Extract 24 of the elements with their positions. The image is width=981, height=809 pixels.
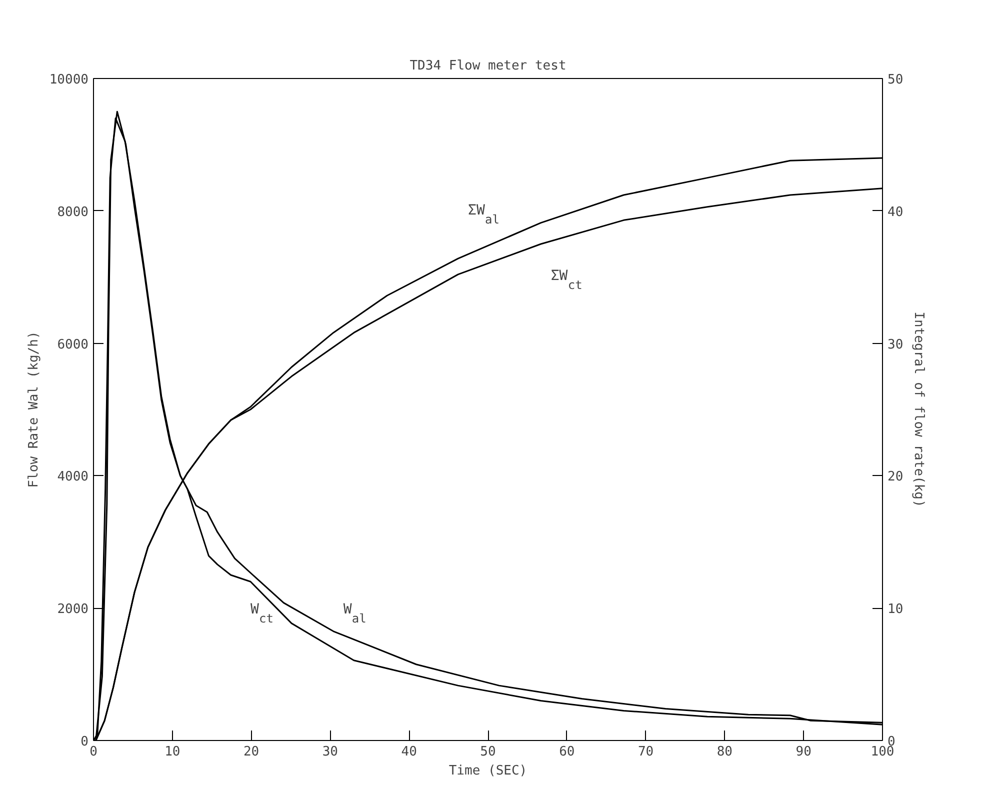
y2-tick-label: 20 [888, 470, 904, 485]
y2-axis-title: Integral of flow rate(kg) [911, 312, 926, 508]
y2-tick-label: 40 [888, 204, 904, 220]
y-tick-label: 6000 [57, 337, 89, 352]
y2-tick-label: 10 [888, 602, 904, 618]
y-axis-title: Flow Rate Wal (kg/h) [26, 331, 42, 488]
x-tick-label: 70 [638, 744, 654, 760]
x-tick-label: 50 [480, 744, 496, 760]
x-tick-label: 30 [322, 744, 338, 760]
y2-tick-label: 30 [888, 337, 904, 352]
y-tick-label: 2000 [57, 602, 89, 618]
x-tick-label: 10 [164, 744, 180, 760]
y2-tick-label: 50 [888, 72, 904, 88]
y-tick-label: 4000 [57, 470, 89, 485]
x-tick-label: 60 [559, 744, 575, 760]
x-tick-label: 20 [243, 744, 260, 760]
chart-title: TD34 Flow meter test [410, 58, 566, 74]
x-tick-label: 40 [401, 744, 417, 760]
x-tick-label: 90 [796, 744, 812, 760]
x-tick-label: 80 [716, 744, 733, 760]
y-tick-label: 8000 [57, 204, 89, 220]
x-axis-title: Time (SEC) [448, 764, 528, 778]
y-tick-label: 10000 [49, 72, 89, 88]
y-tick-label: 0 [80, 734, 88, 750]
